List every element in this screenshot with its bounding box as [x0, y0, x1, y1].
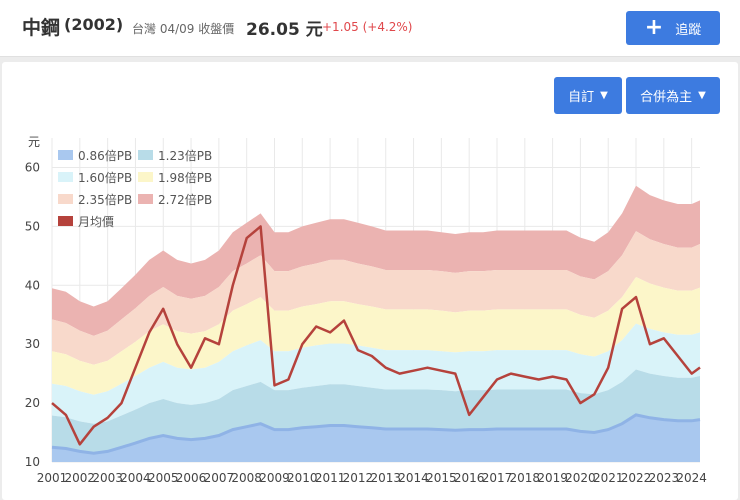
chevron-down-icon: ▼	[698, 90, 706, 101]
legend-label: 月均價	[78, 215, 114, 229]
consolidation-dropdown-label: 合併為主	[640, 90, 693, 105]
x-tick-label: 2009	[259, 471, 290, 485]
x-tick-label: 2008	[231, 471, 262, 485]
x-tick-label: 2014	[398, 471, 429, 485]
custom-dropdown[interactable]: 自訂 ▼	[554, 77, 622, 114]
x-tick-label: 2002	[65, 471, 96, 485]
band-area-4	[52, 277, 700, 395]
y-tick-label: 60	[25, 160, 40, 174]
closing-price: 26.05 元	[246, 20, 323, 40]
x-tick-label: 2016	[454, 471, 485, 485]
stock-code: (2002)	[64, 15, 124, 34]
monthly-price-line	[51, 225, 701, 446]
x-tick-label: 2023	[649, 471, 680, 485]
x-tick-label: 2003	[92, 471, 123, 485]
y-axis-unit: 元	[28, 135, 40, 149]
pb-bands	[51, 185, 701, 462]
chart-legend: 0.86倍PB 1.23倍PB 1.60倍PB 1.98倍PB 2.35倍PB 2.72倍…	[58, 148, 212, 229]
x-tick-label: 2017	[482, 471, 513, 485]
x-tick-label: 2001	[37, 471, 68, 485]
x-tick-label: 2010	[287, 471, 318, 485]
stock-header: 中鋼 (2002) 台灣 04/09 收盤價 26.05 元 +1.05 (+4…	[0, 0, 740, 57]
legend-label: 1.60倍PB	[78, 170, 132, 185]
x-tick-label: 2013	[370, 471, 401, 485]
legend-swatch	[58, 194, 73, 204]
y-tick-label: 50	[25, 219, 40, 233]
legend-label: 0.86倍PB	[78, 148, 132, 163]
band-1-edge	[51, 413, 701, 455]
x-tick-label: 2011	[315, 471, 346, 485]
band-area-5	[52, 231, 700, 365]
custom-dropdown-label: 自訂	[568, 90, 595, 105]
legend-label: 1.98倍PB	[158, 170, 212, 185]
legend-label: 2.35倍PB	[78, 192, 132, 207]
legend-label: 1.23倍PB	[158, 148, 212, 163]
market-info: 台灣 04/09 收盤價	[132, 22, 235, 36]
x-tick-label: 2015	[426, 471, 457, 485]
x-tick-label: 2007	[204, 471, 235, 485]
y-tick-label: 30	[25, 337, 40, 351]
y-tick-label: 40	[25, 278, 40, 292]
band-area-3	[52, 323, 700, 424]
track-label: 追蹤	[675, 22, 702, 38]
x-tick-label: 2019	[537, 471, 568, 485]
x-tick-label: 2012	[343, 471, 374, 485]
x-tick-label: 2022	[621, 471, 652, 485]
x-tick-label: 2018	[510, 471, 541, 485]
y-tick-label: 10	[25, 455, 40, 469]
x-axis-ticks: 2001200220032004200520062007200820092010…	[37, 471, 707, 485]
track-button[interactable]: + 追蹤	[626, 11, 720, 45]
x-tick-label: 2006	[176, 471, 207, 485]
legend-swatch	[58, 150, 73, 160]
x-tick-label: 2020	[565, 471, 596, 485]
x-tick-label: 2021	[593, 471, 624, 485]
consolidation-dropdown[interactable]: 合併為主 ▼	[626, 77, 720, 114]
band-area-2	[52, 369, 700, 454]
legend-label: 2.72倍PB	[158, 192, 212, 207]
plus-icon: +	[644, 15, 664, 40]
price-line-layer	[51, 225, 701, 446]
y-axis-ticks: 10 20 30 40 50 60	[25, 160, 40, 469]
x-tick-label: 2005	[148, 471, 179, 485]
stock-name: 中鋼	[22, 17, 61, 39]
chevron-down-icon: ▼	[600, 90, 608, 101]
x-tick-label: 2024	[676, 471, 707, 485]
legend-swatch	[58, 216, 73, 226]
x-tick-label: 2004	[120, 471, 151, 485]
legend-swatch	[138, 194, 153, 204]
price-change: +1.05 (+4.2%)	[322, 20, 413, 34]
legend-swatch	[138, 150, 153, 160]
legend-swatch	[58, 172, 73, 182]
band-area-1	[52, 414, 700, 462]
band-area-6	[52, 185, 700, 336]
y-tick-label: 20	[25, 396, 40, 410]
legend-swatch	[138, 172, 153, 182]
